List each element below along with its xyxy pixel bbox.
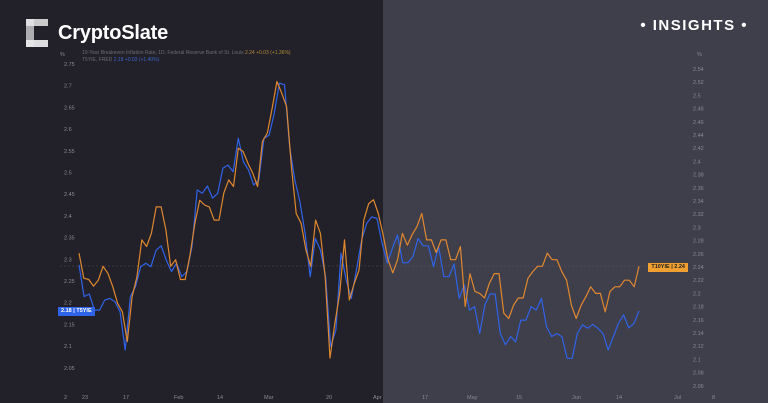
x-axis-tick: 15: [516, 395, 522, 401]
background-right: [383, 0, 768, 403]
left-axis-tick: 2.6: [64, 127, 72, 133]
cryptoslate-logo-icon: [26, 19, 48, 47]
right-axis-tick: 2.3: [693, 225, 701, 231]
x-axis-tick: Mar: [264, 395, 274, 401]
right-axis-tick: 2.46: [693, 120, 704, 126]
insights-label: • INSIGHTS •: [640, 17, 748, 34]
left-axis-tick: 2.5: [64, 171, 72, 177]
left-axis-tick: 2.05: [64, 366, 75, 372]
x-axis-tick: 14: [616, 395, 622, 401]
right-axis-tick: 2.18: [693, 305, 704, 311]
series-line-t10yie: [78, 80, 640, 359]
legend-series-2: T5YIE, FRED 2.18 +0.03 (+1.40%): [82, 57, 291, 64]
right-axis-tick: 2.06: [693, 384, 704, 390]
x-axis-tick: 20: [326, 395, 332, 401]
right-badge-value: 2.24: [674, 264, 685, 270]
chart-legend: 10-Year Breakeven Inflation Rate, 1D, Fe…: [82, 50, 291, 64]
right-value-badge: T10YIE | 2.24: [648, 263, 688, 272]
x-axis-tick: Jun: [572, 395, 581, 401]
x-axis-tick: Feb: [174, 395, 183, 401]
right-axis-tick: 2.2: [693, 291, 701, 297]
legend-series-1-label: 10-Year Breakeven Inflation Rate, 1D, Fe…: [82, 50, 244, 56]
x-axis-tick: 14: [217, 395, 223, 401]
left-axis-tick: 2.45: [64, 192, 75, 198]
right-axis-tick: 2.1: [693, 357, 701, 363]
left-value-badge: 2.18 | T5YIE: [58, 307, 95, 316]
x-axis-tick: 23: [82, 395, 88, 401]
right-axis-tick: 2.38: [693, 173, 704, 179]
cryptoslate-logo: CryptoSlate: [26, 19, 168, 47]
right-axis-tick: 2.12: [693, 344, 704, 350]
x-axis-tick: 8: [712, 395, 715, 401]
right-axis-tick: 2.44: [693, 133, 704, 139]
right-axis-tick: 2.54: [693, 67, 704, 73]
series-line-t5yie: [78, 82, 640, 359]
right-axis-tick: 2.34: [693, 199, 704, 205]
right-axis-tick: 2.36: [693, 186, 704, 192]
left-badge-name: T5YIE: [76, 308, 92, 314]
right-axis-tick: 2.48: [693, 107, 704, 113]
right-axis-tick: 2.26: [693, 252, 704, 258]
right-axis-tick: 2.42: [693, 146, 704, 152]
right-axis-tick: 2.14: [693, 331, 704, 337]
right-axis-tick: 2.32: [693, 212, 704, 218]
legend-series-1: 10-Year Breakeven Inflation Rate, 1D, Fe…: [82, 50, 291, 57]
legend-series-1-value: 2.24 +0.03 (+1.36%): [244, 50, 291, 56]
right-axis-tick: 2.16: [693, 318, 704, 324]
left-axis-tick: 2.2: [64, 301, 72, 307]
x-axis-tick: 17: [422, 395, 428, 401]
x-axis-tick: 17: [123, 395, 129, 401]
right-axis-tick: 2.52: [693, 80, 704, 86]
right-axis-tick: 2.08: [693, 371, 704, 377]
right-badge-name: T10YIE: [651, 264, 670, 270]
legend-series-2-value: 2.18 +0.03 (+1.40%): [113, 57, 160, 63]
right-axis-unit: %: [697, 52, 702, 58]
left-axis-unit: %: [60, 52, 65, 58]
left-axis-tick: 2.4: [64, 214, 72, 220]
legend-series-2-label: T5YIE, FRED: [82, 57, 113, 63]
left-axis-tick: 2.35: [64, 236, 75, 242]
left-axis-tick: 2.65: [64, 105, 75, 111]
left-axis-tick: 2.15: [64, 322, 75, 328]
x-axis-tick: May: [467, 395, 478, 401]
left-axis-tick: 2.25: [64, 279, 75, 285]
x-axis-tick: Jul: [674, 395, 681, 401]
left-badge-value: 2.18: [61, 308, 72, 314]
right-axis-tick: 2.5: [693, 93, 701, 99]
right-axis-tick: 2.24: [693, 265, 704, 271]
left-axis-tick: 2.55: [64, 149, 75, 155]
left-axis-tick: 2: [64, 395, 67, 401]
left-axis-tick: 2.1: [64, 344, 72, 350]
right-axis-tick: 2.4: [693, 159, 701, 165]
brand-name: CryptoSlate: [58, 21, 169, 44]
right-axis-tick: 2.22: [693, 278, 704, 284]
left-axis-tick: 2.3: [64, 257, 72, 263]
left-axis-tick: 2.75: [64, 62, 75, 68]
left-axis-tick: 2.7: [64, 84, 72, 90]
background-left: [0, 0, 383, 403]
x-axis-tick: Apr: [373, 395, 382, 401]
right-axis-tick: 2.28: [693, 239, 704, 245]
